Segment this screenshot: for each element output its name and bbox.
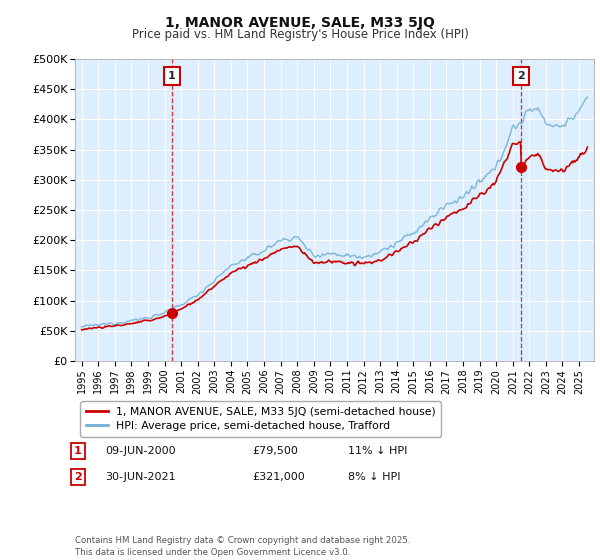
Text: Price paid vs. HM Land Registry's House Price Index (HPI): Price paid vs. HM Land Registry's House … <box>131 28 469 41</box>
Text: Contains HM Land Registry data © Crown copyright and database right 2025.
This d: Contains HM Land Registry data © Crown c… <box>75 536 410 557</box>
Text: £321,000: £321,000 <box>252 472 305 482</box>
Text: 2: 2 <box>517 71 525 81</box>
Legend: 1, MANOR AVENUE, SALE, M33 5JQ (semi-detached house), HPI: Average price, semi-d: 1, MANOR AVENUE, SALE, M33 5JQ (semi-det… <box>80 402 442 437</box>
Text: 1: 1 <box>74 446 82 456</box>
Text: 2: 2 <box>74 472 82 482</box>
Text: 30-JUN-2021: 30-JUN-2021 <box>105 472 176 482</box>
Text: 11% ↓ HPI: 11% ↓ HPI <box>348 446 407 456</box>
Text: 8% ↓ HPI: 8% ↓ HPI <box>348 472 401 482</box>
Text: 1: 1 <box>168 71 176 81</box>
Text: 09-JUN-2000: 09-JUN-2000 <box>105 446 176 456</box>
Text: £79,500: £79,500 <box>252 446 298 456</box>
Text: 1, MANOR AVENUE, SALE, M33 5JQ: 1, MANOR AVENUE, SALE, M33 5JQ <box>165 16 435 30</box>
